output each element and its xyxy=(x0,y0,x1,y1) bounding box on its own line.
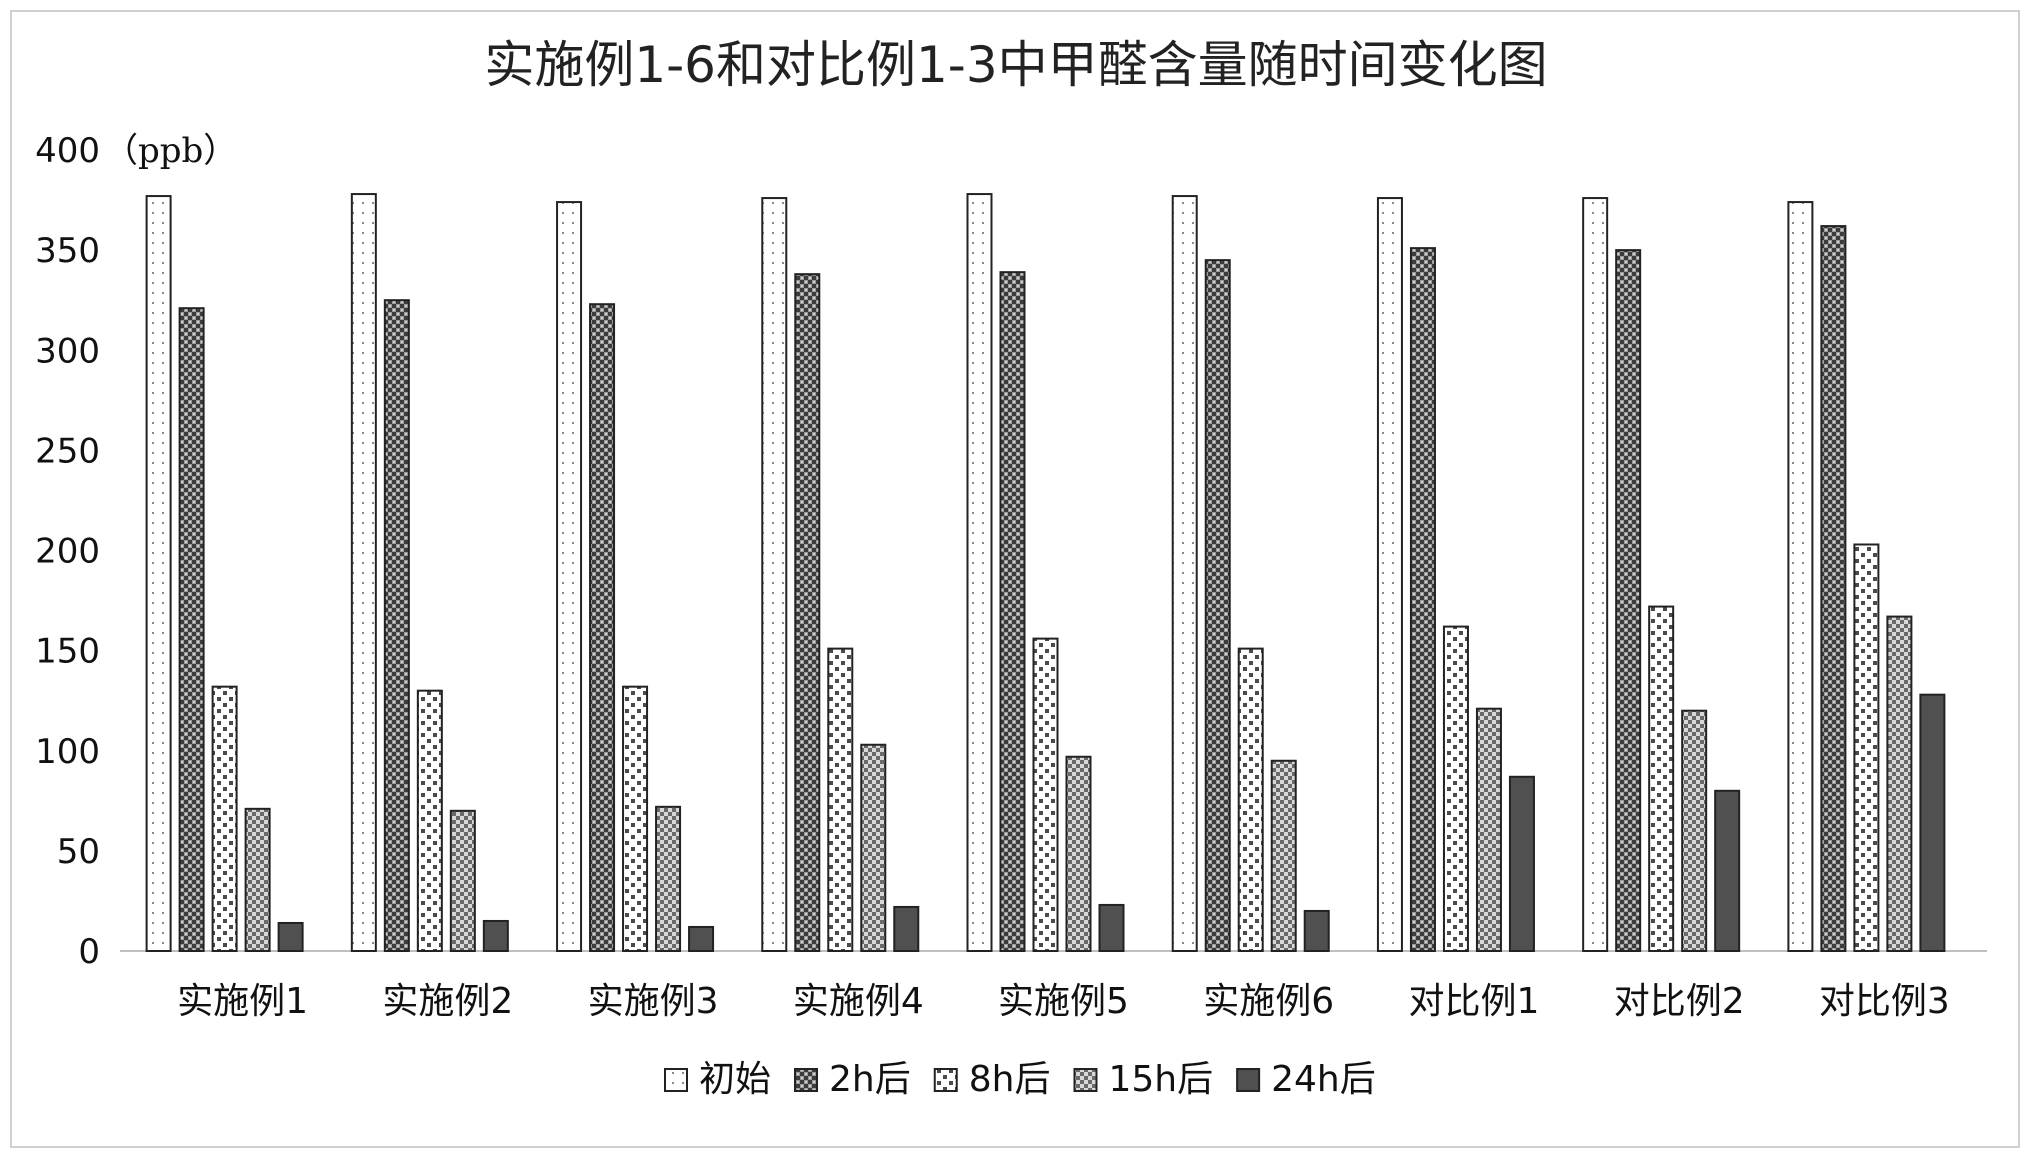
bar-8-2 xyxy=(1615,249,1642,952)
legend-item: 初始 xyxy=(664,1059,771,1100)
x-axis-labels: 实施例1 实施例2 实施例3 实施例4 实施例5 实施例6 对比例1 对比例2 对比例3 xyxy=(177,981,1950,1022)
bar-4-3 xyxy=(827,647,854,952)
bar-6-2 xyxy=(1204,259,1231,952)
bar-5-5 xyxy=(1098,903,1125,953)
bar-3-4 xyxy=(655,805,682,952)
x-tick-label: 对比例3 xyxy=(1819,981,1950,1022)
bar-7-2 xyxy=(1409,247,1436,952)
legend-swatch xyxy=(664,1068,688,1092)
bar-1-4 xyxy=(244,807,271,953)
bar-7-4 xyxy=(1475,707,1502,953)
bar-2-1 xyxy=(350,193,377,952)
bar-2-5 xyxy=(482,919,509,953)
bar-8-3 xyxy=(1648,605,1675,952)
bars xyxy=(145,193,1946,953)
legend-label: 8h后 xyxy=(969,1059,1051,1100)
bar-3-5 xyxy=(688,925,715,952)
legend-item: 8h后 xyxy=(933,1059,1051,1100)
y-tick-label: 200 xyxy=(35,532,100,572)
legend-item: 24h后 xyxy=(1236,1059,1376,1100)
x-tick-label: 实施例2 xyxy=(382,981,513,1022)
bar-6-4 xyxy=(1270,759,1297,953)
legend: 初始 2h后 8h后 15h后 24h后 xyxy=(664,1059,1376,1100)
bar-3-2 xyxy=(589,303,616,952)
bar-3-1 xyxy=(556,201,583,952)
bar-5-4 xyxy=(1065,755,1092,952)
bar-9-2 xyxy=(1820,225,1847,953)
bar-2-2 xyxy=(383,299,410,952)
bar-5-3 xyxy=(1032,637,1059,952)
y-tick-label: 350 xyxy=(35,231,100,271)
legend-swatch xyxy=(794,1068,819,1092)
bar-6-1 xyxy=(1171,195,1198,952)
y-axis: 0 50 100 150 200 250 300 350 400 xyxy=(35,131,100,972)
legend-label: 2h后 xyxy=(829,1059,911,1100)
bar-9-5 xyxy=(1919,693,1946,952)
x-tick-label: 对比例2 xyxy=(1614,981,1745,1022)
y-tick-label: 400 xyxy=(35,131,100,171)
y-tick-label: 250 xyxy=(35,431,100,471)
bar-6-3 xyxy=(1237,647,1264,952)
bar-9-3 xyxy=(1853,543,1880,952)
y-tick-label: 100 xyxy=(35,732,100,772)
legend-item: 15h后 xyxy=(1073,1059,1213,1100)
bar-6-5 xyxy=(1303,909,1330,953)
x-tick-label: 实施例4 xyxy=(793,981,924,1022)
bar-1-3 xyxy=(211,685,238,952)
x-tick-label: 实施例3 xyxy=(588,981,719,1022)
bar-8-5 xyxy=(1714,789,1741,952)
legend-swatch xyxy=(933,1068,958,1092)
legend-swatch xyxy=(1236,1068,1261,1092)
bar-7-3 xyxy=(1442,625,1469,952)
chart-title: 实施例1-6和对比例1-3中甲醛含量随时间变化图 xyxy=(484,36,1547,94)
x-tick-label: 实施例5 xyxy=(998,981,1129,1022)
x-tick-label: 实施例1 xyxy=(177,981,308,1022)
bar-4-1 xyxy=(761,197,788,952)
bar-4-2 xyxy=(794,273,821,952)
legend-label: 15h后 xyxy=(1108,1059,1213,1100)
bar-1-5 xyxy=(277,921,304,953)
bar-5-1 xyxy=(966,193,993,952)
bar-9-1 xyxy=(1787,201,1814,952)
bar-8-4 xyxy=(1681,709,1708,953)
bar-1-2 xyxy=(178,307,205,952)
bar-9-4 xyxy=(1886,615,1913,953)
legend-label: 初始 xyxy=(699,1059,771,1100)
bar-7-1 xyxy=(1376,197,1403,952)
x-tick-label: 对比例1 xyxy=(1408,981,1539,1022)
x-tick-label: 实施例6 xyxy=(1203,981,1334,1022)
y-tick-label: 300 xyxy=(35,331,100,371)
y-tick-label: 50 xyxy=(57,832,100,872)
bar-2-3 xyxy=(416,689,443,952)
y-tick-label: 150 xyxy=(35,632,100,672)
bar-4-5 xyxy=(893,905,920,953)
bar-1-1 xyxy=(145,195,172,952)
bar-8-1 xyxy=(1582,197,1609,952)
y-tick-label: 0 xyxy=(78,932,100,972)
legend-swatch xyxy=(1073,1068,1098,1092)
bar-4-4 xyxy=(860,743,887,952)
bar-5-2 xyxy=(999,271,1026,952)
bar-7-5 xyxy=(1508,775,1535,952)
bar-2-4 xyxy=(449,809,476,953)
legend-label: 24h后 xyxy=(1271,1059,1376,1100)
legend-item: 2h后 xyxy=(794,1059,911,1100)
y-axis-unit: （ppb） xyxy=(104,131,237,171)
bar-3-3 xyxy=(622,685,649,952)
